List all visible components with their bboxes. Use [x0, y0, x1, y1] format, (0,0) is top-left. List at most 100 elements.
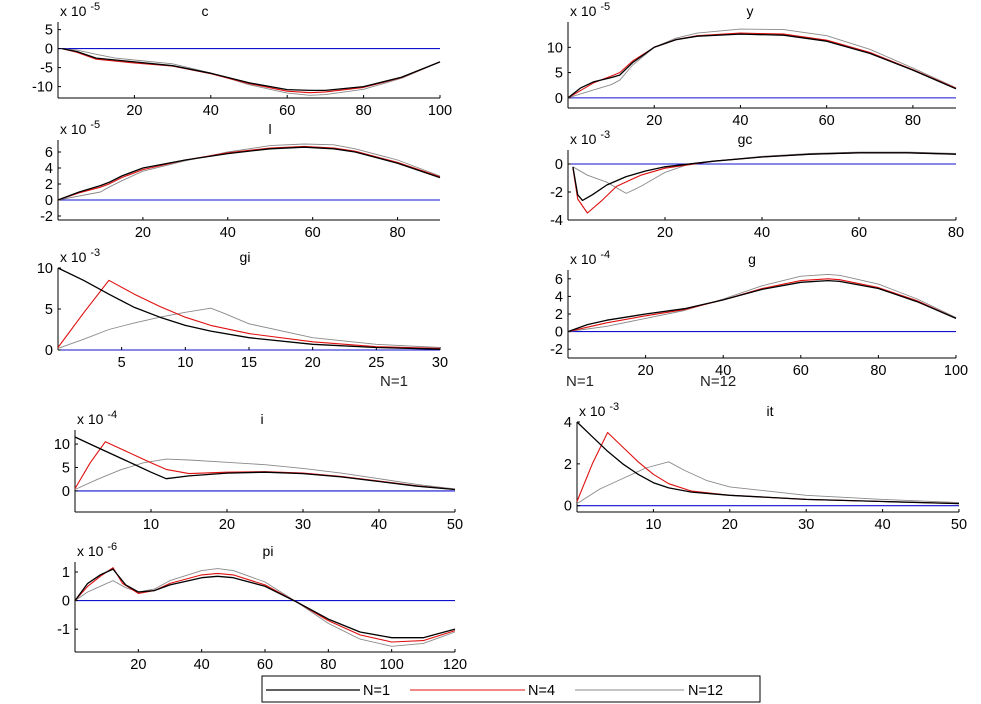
x-tick-label: 25 [368, 355, 384, 371]
scale-factor-label: x 10 -3 [579, 401, 619, 419]
series-line-n4 [567, 32, 957, 99]
y-tick-label: 6 [45, 145, 53, 161]
scale-factor-label: x 10 -3 [60, 247, 100, 265]
y-tick-label: 0 [555, 91, 563, 107]
x-tick-label: 80 [905, 113, 921, 129]
x-tick-label: 40 [875, 517, 891, 533]
scale-factor-label: x 10 -3 [570, 129, 610, 147]
x-tick-label: 20 [130, 657, 146, 673]
y-tick-label: 10 [54, 437, 70, 453]
x-tick-label: 20 [722, 517, 738, 533]
x-tick-label: 80 [389, 225, 405, 241]
x-tick-label: 40 [194, 657, 210, 673]
scale-factor-label: x 10 -5 [60, 119, 100, 137]
x-tick-label: 10 [645, 517, 661, 533]
y-tick-label: 0 [45, 42, 53, 58]
legend-fragment-label: N=1 [566, 373, 594, 390]
legend-label-n4: N=4 [528, 683, 555, 699]
x-tick-label: 20 [135, 225, 151, 241]
series-line-n1 [74, 436, 456, 491]
series-line-n4 [572, 152, 957, 214]
y-tick-label: 0 [555, 157, 563, 173]
x-tick-label: 40 [371, 517, 387, 533]
y-tick-label: 10 [37, 261, 53, 277]
series-line-n4 [74, 567, 456, 643]
x-tick-label: 20 [646, 113, 662, 129]
panel-title: gi [240, 249, 251, 265]
series-line-n4 [567, 278, 957, 333]
y-tick-label: -2 [550, 342, 563, 358]
y-tick-label: -2 [550, 185, 563, 201]
y-tick-label: -1 [57, 622, 70, 638]
y-tick-label: 6 [555, 272, 563, 288]
y-tick-label: 2 [45, 177, 53, 193]
scale-factor-label: x 10 -4 [570, 249, 610, 267]
x-tick-label: 40 [203, 103, 219, 119]
legend-label-n12: N=12 [688, 683, 723, 699]
x-tick-label: 50 [447, 517, 463, 533]
x-tick-label: 60 [305, 225, 321, 241]
chart-panel-gc: 20 40 60 80 0 -2 -4 x 10 -3 gc [550, 129, 964, 241]
panel-title: i [260, 411, 263, 427]
series-line-n4 [61, 48, 441, 94]
y-tick-label: 5 [45, 302, 53, 318]
y-tick-label: -2 [40, 209, 53, 225]
chart-panel-gi: 5 10 15 20 25 30 10 5 0 x 10 -3 gi [37, 247, 448, 371]
series-line-n12 [576, 461, 960, 504]
x-tick-label: 20 [638, 363, 654, 379]
panel-title: y [747, 3, 754, 19]
x-tick-label: 100 [944, 363, 968, 379]
x-tick-label: 30 [798, 517, 814, 533]
series-line-n12 [61, 48, 441, 96]
y-tick-label: 2 [564, 457, 572, 473]
series-line-n4 [576, 431, 960, 505]
legend: N=1 N=4 N=12 [261, 675, 761, 703]
series-line-n12 [57, 307, 441, 349]
panel-title: gc [738, 131, 753, 147]
y-tick-label: 0 [62, 594, 70, 610]
series-line-n12 [74, 458, 456, 490]
chart-panel-y: 20 40 60 80 10 5 0 x 10 -5 y [547, 1, 957, 129]
x-tick-label: 100 [428, 103, 452, 119]
x-tick-label: 60 [257, 657, 273, 673]
series-line-n1 [576, 421, 960, 505]
series-line-n1 [572, 152, 957, 202]
y-tick-label: 2 [555, 307, 563, 323]
x-tick-label: 80 [356, 103, 372, 119]
series-line-n1 [57, 267, 441, 350]
x-tick-label: 20 [657, 225, 673, 241]
x-tick-label: 40 [220, 225, 236, 241]
panel-title: it [767, 403, 774, 419]
y-tick-label: 0 [62, 484, 70, 500]
y-tick-label: -5 [40, 61, 53, 77]
y-tick-label: 5 [62, 460, 70, 476]
y-tick-label: 0 [45, 343, 53, 359]
x-tick-label: 40 [732, 113, 748, 129]
x-tick-label: 15 [241, 355, 257, 371]
y-tick-label: 0 [555, 325, 563, 341]
x-tick-label: 20 [219, 517, 235, 533]
x-tick-label: 80 [320, 657, 336, 673]
series-line-n1 [57, 146, 441, 201]
y-tick-label: 1 [62, 565, 70, 581]
series-line-n1 [567, 33, 957, 99]
panel-title: g [748, 251, 756, 267]
scale-factor-label: x 10 -6 [77, 541, 117, 559]
x-tick-label: 100 [380, 657, 404, 673]
x-tick-label: 60 [851, 225, 867, 241]
y-tick-label: 5 [555, 66, 563, 82]
x-tick-label: 50 [951, 517, 967, 533]
x-tick-label: 10 [143, 517, 159, 533]
y-tick-label: 10 [547, 40, 563, 56]
series-line-n12 [572, 151, 957, 194]
y-tick-label: 4 [555, 289, 563, 305]
x-tick-label: 30 [295, 517, 311, 533]
x-tick-label: 5 [118, 355, 126, 371]
legend-fragment-label: N=12 [700, 373, 736, 390]
x-tick-label: 40 [715, 363, 731, 379]
scale-factor-label: x 10 -5 [570, 1, 610, 19]
